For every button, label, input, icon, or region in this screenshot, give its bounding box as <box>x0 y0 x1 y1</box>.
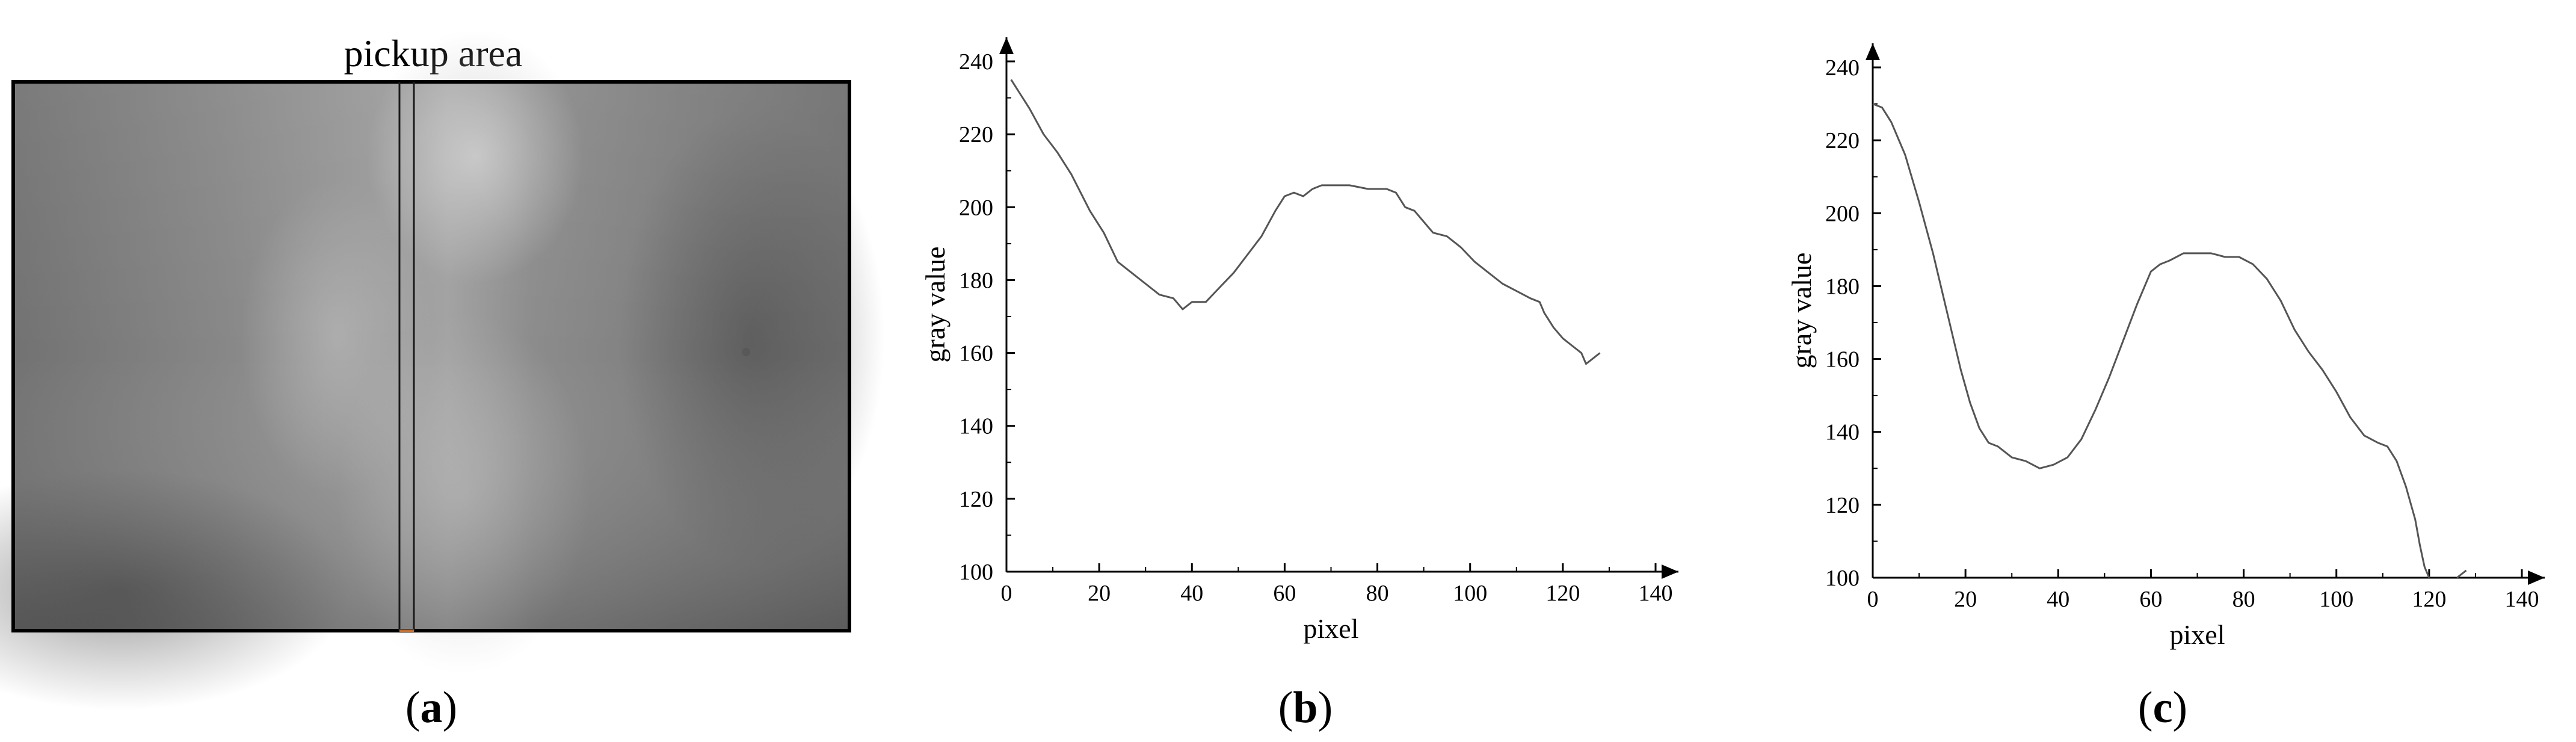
chart-c-x-axis-title: pixel <box>2170 619 2225 650</box>
panel-a-label: (a) <box>405 683 457 732</box>
chart-b: 0 20 40 60 80 100 120 140 100 120 140 160 180 200 220 2… <box>920 37 1678 732</box>
chart-b-y-tick-label: 180 <box>959 268 993 293</box>
chart-c-y-tick-label: 120 <box>1825 493 1860 518</box>
chart-b-x-tick-label: 80 <box>1366 581 1389 606</box>
chart-c-series-line <box>1872 103 2430 578</box>
chart-c-x-arrow <box>2528 570 2545 585</box>
chart-b-x-arrow <box>1662 564 1678 579</box>
chart-b-series-line <box>1010 79 1601 365</box>
chart-c-y-arrow <box>1866 43 1880 60</box>
chart-b-y-tick-label: 240 <box>959 49 993 75</box>
chart-c-x-tick-label: 60 <box>2139 587 2162 612</box>
chart-b-x-tick-label: 60 <box>1273 581 1296 606</box>
chart-b-y-tick-label: 120 <box>959 487 993 512</box>
chart-b-y-tick-label: 140 <box>959 414 993 439</box>
chart-c-y-tick-label: 160 <box>1825 347 1860 373</box>
chart-b-y-tick-label: 200 <box>959 195 993 220</box>
chart-c-y-tick-label: 140 <box>1825 420 1860 445</box>
photo-frame <box>11 80 851 632</box>
pickup-area-strip <box>398 82 415 632</box>
chart-c-y-tick-label: 100 <box>1825 566 1860 591</box>
chart-b-panel-label: (b) <box>1278 683 1333 732</box>
chart-b-x-tick-label: 140 <box>1639 581 1673 606</box>
chart-c-panel-label: (c) <box>2138 683 2187 732</box>
chart-b-y-axis-title: gray value <box>920 247 951 363</box>
panel-a: pickup area (a) <box>0 30 884 732</box>
chart-c-y-tick-label: 180 <box>1825 274 1860 299</box>
chart-b-x-tick-label: 0 <box>1001 581 1012 606</box>
chart-c-x-tick-label: 80 <box>2232 587 2255 612</box>
chart-c-x-tick-label: 100 <box>2319 587 2353 612</box>
chart-c-x-tick-label: 40 <box>2047 587 2069 612</box>
chart-c-y-tick-label: 200 <box>1825 201 1860 226</box>
chart-c-series-tail <box>2456 569 2467 579</box>
chart-b-y-tick-label: 220 <box>959 122 993 147</box>
chart-c: 0 20 40 60 80 100 120 140 100 120 140 160 180 200 220 2… <box>1786 43 2545 732</box>
chart-c-x-tick-label: 0 <box>1867 587 1879 612</box>
chart-b-y-tick-label: 160 <box>959 341 993 366</box>
chart-c-x-tick-label: 120 <box>2412 587 2446 612</box>
chart-c-x-tick-label: 20 <box>1954 587 1977 612</box>
grayscale-photo <box>0 30 884 710</box>
chart-b-y-arrow <box>999 37 1014 54</box>
chart-c-x-tick-label: 140 <box>2505 587 2539 612</box>
chart-c-y-axis-title: gray value <box>1786 253 1817 369</box>
chart-c-y-tick-label: 220 <box>1825 128 1860 153</box>
chart-b-x-tick-label: 40 <box>1180 581 1203 606</box>
chart-b-x-axis-title: pixel <box>1304 613 1359 644</box>
chart-b-x-tick-label: 100 <box>1453 581 1487 606</box>
chart-b-x-tick-label: 20 <box>1088 581 1111 606</box>
chart-b-y-tick-label: 100 <box>959 560 993 585</box>
chart-c-y-tick-label: 240 <box>1825 55 1860 81</box>
chart-b-x-tick-label: 120 <box>1545 581 1580 606</box>
